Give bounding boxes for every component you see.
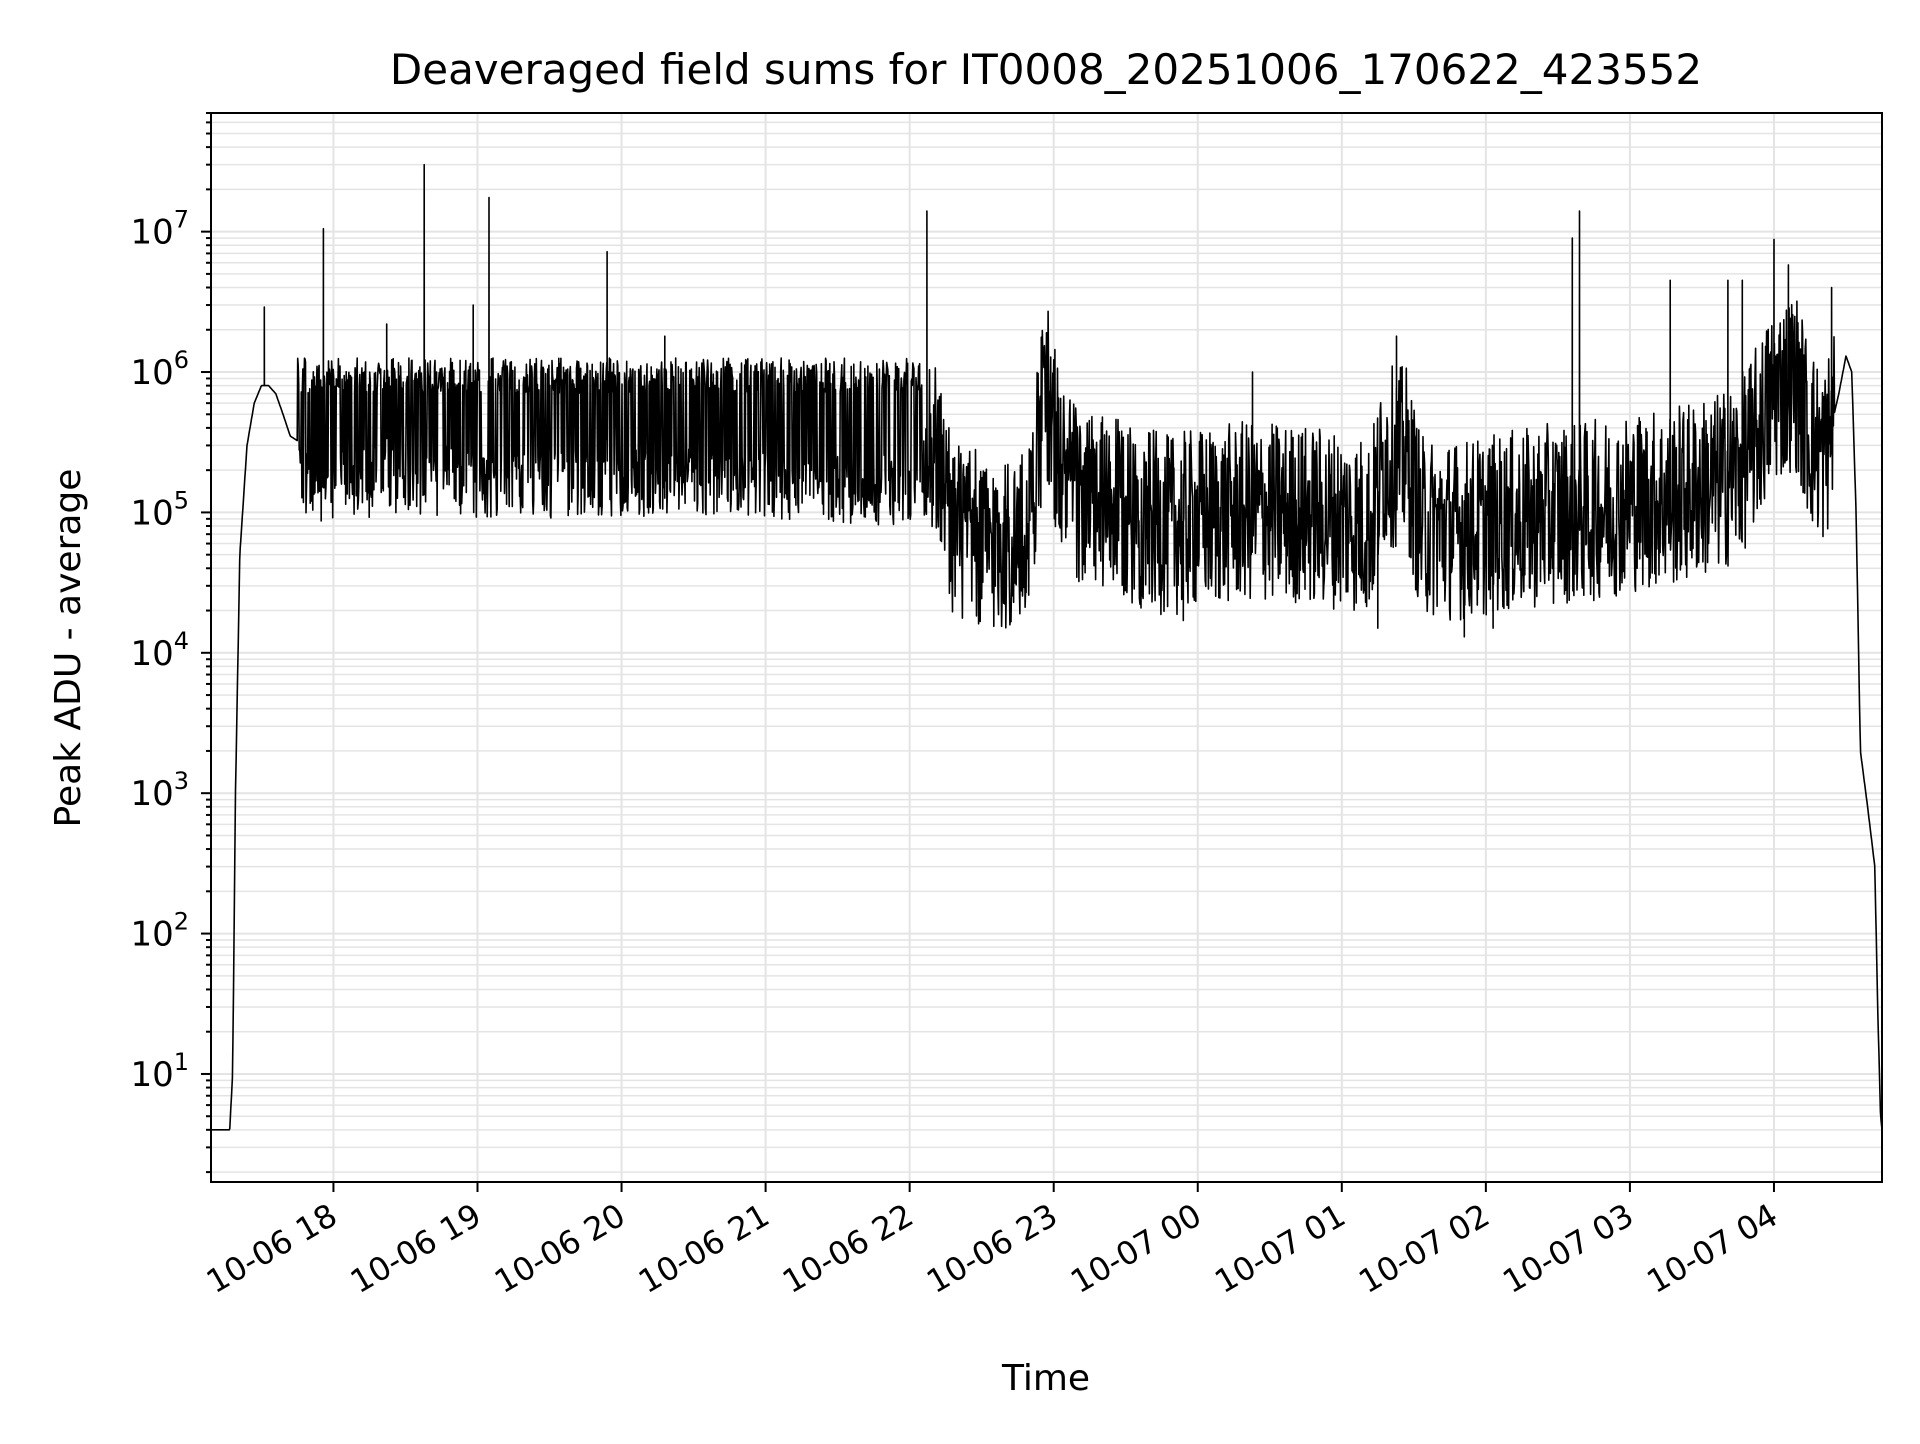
y-tick-label: 102 [130, 908, 189, 955]
plot-frame [210, 112, 1883, 1183]
y-tick-label: 103 [130, 767, 189, 814]
y-tick-label: 106 [130, 346, 189, 393]
series-line [211, 163, 1882, 1131]
data-series [211, 163, 1882, 1131]
y-tick-label: 101 [130, 1048, 189, 1095]
y-tick-label: 105 [130, 486, 189, 533]
y-axis-label: Peak ADU - average [48, 469, 89, 828]
x-axis-label: Time [1001, 1358, 1090, 1399]
chart-title: Deaveraged field sums for IT0008_2025100… [390, 45, 1702, 94]
y-tick-label: 104 [130, 627, 189, 674]
y-tick-label: 107 [130, 206, 189, 253]
